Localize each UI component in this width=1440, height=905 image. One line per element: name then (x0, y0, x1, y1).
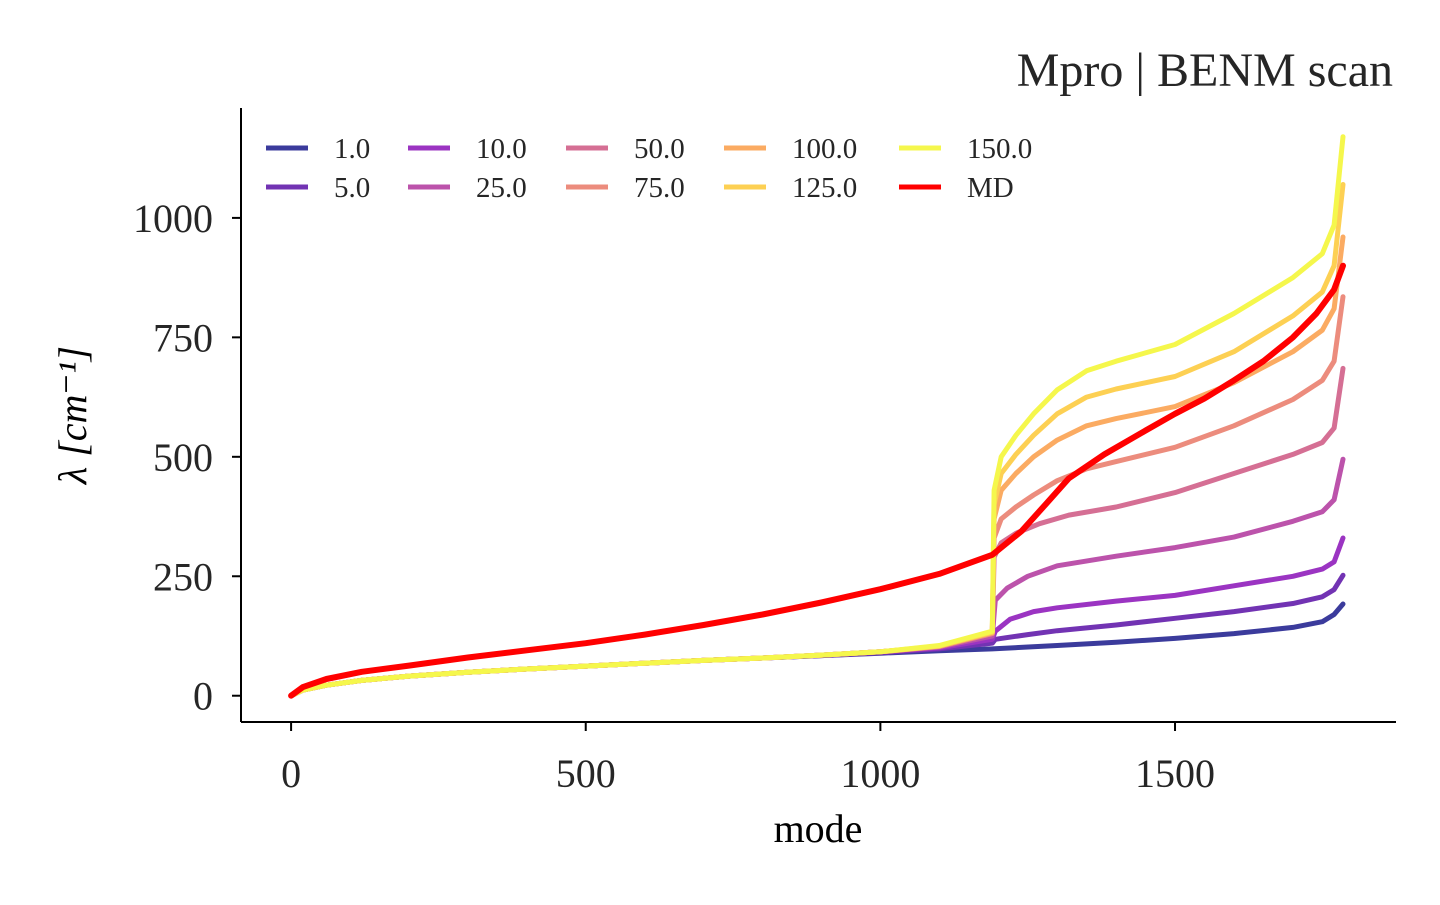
x-tick-label: 1500 (1135, 751, 1215, 796)
legend-label: 25.0 (476, 172, 527, 204)
legend-label: 100.0 (792, 133, 857, 165)
legend: 1.0 5.0 10.0 25.0 50.0 75.0 100.0 125.0 150.0 MD (266, 133, 1032, 204)
legend-label: 50.0 (634, 133, 685, 165)
y-axis-label: λ [cm⁻¹] (50, 346, 95, 485)
x-tick-label: 500 (556, 751, 616, 796)
legend-label: 1.0 (334, 133, 370, 165)
axes: 0 500 1000 1500 0 250 500 750 1000 (133, 108, 1396, 796)
legend-label: 10.0 (476, 133, 527, 165)
legend-label: 125.0 (792, 172, 857, 204)
y-tick-label: 1000 (133, 196, 213, 241)
y-tick-label: 250 (153, 554, 213, 599)
series-line-100-0 (288, 234, 1346, 699)
series-line-150-0 (288, 134, 1346, 699)
x-tick-label: 0 (281, 751, 301, 796)
legend-label: MD (967, 172, 1014, 204)
legend-label: 75.0 (634, 172, 685, 204)
x-axis-label: mode (774, 806, 863, 851)
chart-title: Mpro | BENM scan (1017, 44, 1393, 97)
legend-label: 150.0 (967, 133, 1032, 165)
legend-label: 5.0 (334, 172, 370, 204)
plot-lines (288, 134, 1346, 699)
y-tick-label: 750 (153, 315, 213, 360)
series-line-50-0 (288, 365, 1346, 699)
y-tick-label: 500 (153, 435, 213, 480)
x-tick-label: 1000 (840, 751, 920, 796)
series-line-MD (288, 262, 1346, 699)
y-tick-label: 0 (193, 674, 213, 719)
